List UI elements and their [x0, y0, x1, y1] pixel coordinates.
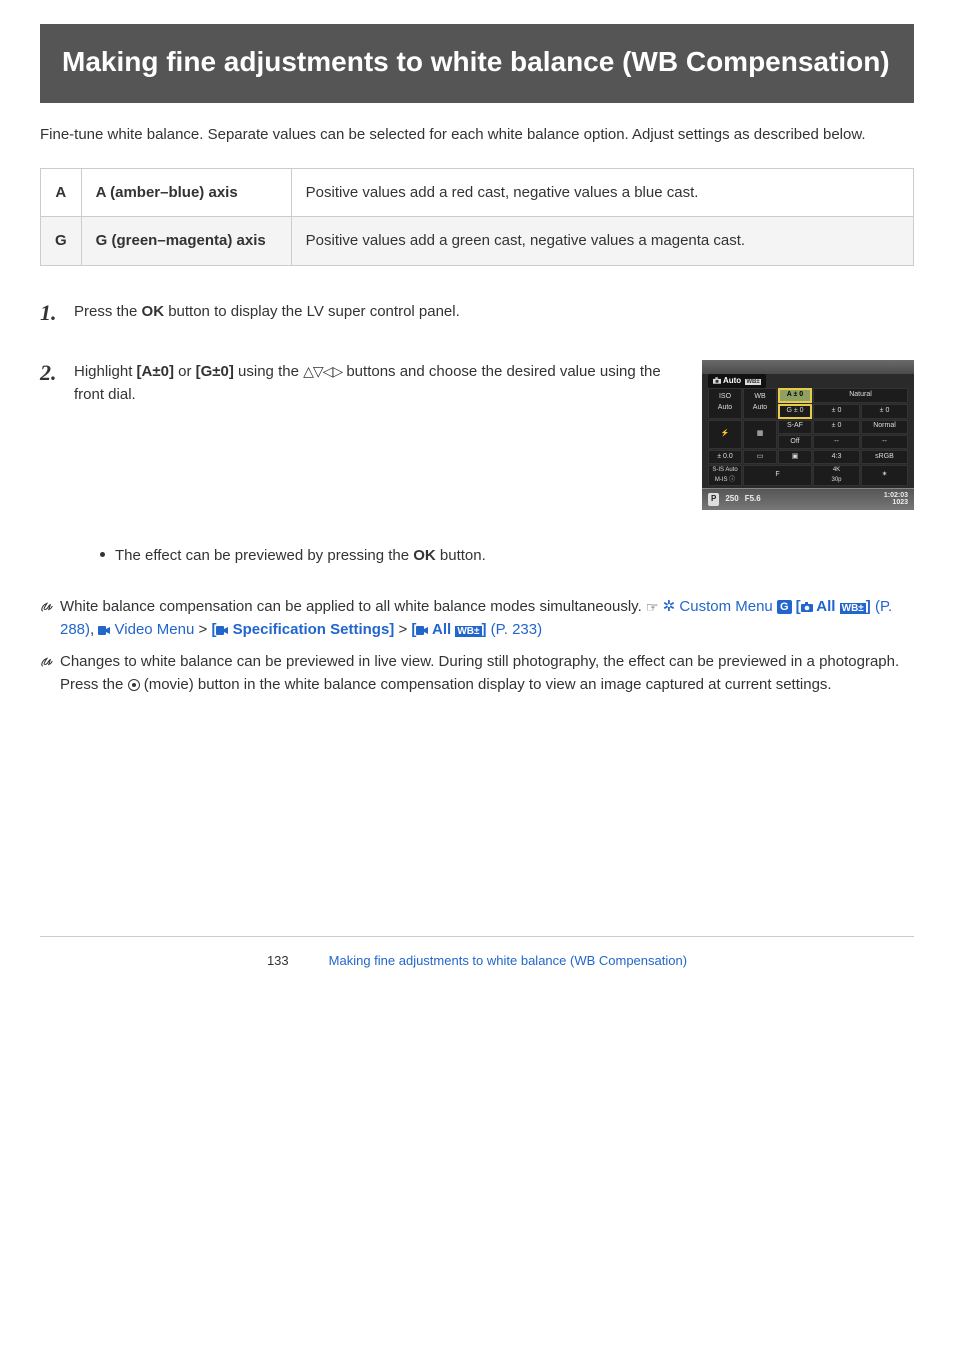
- ok-label: OK: [142, 303, 165, 320]
- footer-title: Making fine adjustments to white balance…: [329, 951, 687, 971]
- axis-letter: G: [41, 217, 82, 265]
- panel-cell-natural: Natural: [813, 388, 908, 403]
- sep: >: [194, 621, 211, 638]
- page-title: Making fine adjustments to white balance…: [62, 40, 892, 85]
- steps-list: 1. Press the OK button to display the LV…: [40, 300, 914, 568]
- menu-g-badge: G: [777, 600, 792, 614]
- sep: >: [394, 621, 411, 638]
- panel-cell: 4K 30p: [813, 465, 860, 486]
- g0-label: [G±0]: [196, 363, 234, 380]
- a0-label: [A±0]: [137, 363, 174, 380]
- panel-cell: F: [743, 465, 812, 486]
- lv-super-control-panel: Auto WB± ISO Auto WB Auto A ± 0 Natural …: [702, 360, 914, 510]
- table-row: G G (green–magenta) axis Positive values…: [41, 217, 914, 265]
- step-text: using the: [234, 363, 303, 380]
- panel-cell: ⚡: [708, 420, 742, 449]
- ok-label: OK: [413, 547, 436, 564]
- link-all-wb[interactable]: [ All WB±]: [792, 598, 871, 615]
- axis-letter: A: [41, 169, 82, 217]
- gear-icon: ✲: [663, 598, 676, 615]
- camera-panel-figure: Auto WB± ISO Auto WB Auto A ± 0 Natural …: [702, 360, 914, 510]
- panel-cell: ▦: [743, 420, 777, 449]
- page-number: 133: [267, 951, 289, 971]
- panel-cell: S-IS Auto M-IS ⓘ: [708, 465, 742, 486]
- page-title-bar: Making fine adjustments to white balance…: [40, 24, 914, 103]
- tips-section: White balance compensation can be applie…: [40, 595, 914, 696]
- bullet-text: button.: [436, 547, 486, 564]
- panel-cell: ✶: [861, 465, 908, 486]
- panel-cell: ▭: [743, 450, 777, 464]
- link-custom-menu[interactable]: Custom Menu: [679, 598, 777, 615]
- step-text: or: [174, 363, 196, 380]
- tip-1: White balance compensation can be applie…: [40, 595, 914, 642]
- tip-icon: [40, 652, 56, 675]
- axis-desc: Positive values add a red cast, negative…: [291, 169, 913, 217]
- tip-icon: [40, 597, 56, 620]
- panel-cell: ± 0.0: [708, 450, 742, 464]
- panel-cell-g0-highlight: G ± 0: [778, 404, 812, 419]
- step-number: 1.: [40, 300, 74, 326]
- tip-text: (movie) button in the white balance comp…: [140, 676, 832, 693]
- panel-cell: ± 0: [813, 420, 860, 434]
- step-text: Press the: [74, 303, 142, 320]
- mode-p: P: [708, 493, 719, 505]
- intro-text: Fine-tune white balance. Separate values…: [40, 123, 914, 146]
- step-text: button to display the LV super control p…: [164, 303, 460, 320]
- link-all-wb-video[interactable]: [ All WB±]: [411, 621, 486, 638]
- panel-cell: Normal: [861, 420, 908, 434]
- record-button-icon: [128, 679, 140, 691]
- aperture: F5.6: [745, 493, 761, 505]
- bullet-text: The effect can be previewed by pressing …: [115, 547, 413, 564]
- axis-name: G (green–magenta) axis: [81, 217, 291, 265]
- panel-cell-a0-highlight: A ± 0: [778, 388, 812, 403]
- link-spec-settings[interactable]: [ Specification Settings]: [211, 621, 394, 638]
- step-body: Press the OK button to display the LV su…: [74, 300, 914, 323]
- step-text: Highlight: [74, 363, 137, 380]
- panel-cell: ▣: [778, 450, 812, 464]
- panel-cell: Off: [778, 435, 812, 449]
- page-footer: 133 Making fine adjustments to white bal…: [40, 936, 914, 971]
- panel-bottom-bar: P 250 F5.6 1:02:031023: [702, 488, 914, 510]
- axis-desc: Positive values add a green cast, negati…: [291, 217, 913, 265]
- panel-cell: ± 0: [813, 404, 860, 419]
- page-ref: (P. 233): [487, 621, 543, 638]
- bullet-icon: [100, 552, 105, 557]
- step-1: 1. Press the OK button to display the LV…: [40, 300, 914, 326]
- axis-table: A A (amber–blue) axis Positive values ad…: [40, 168, 914, 266]
- step-2: 2. Highlight [A±0] or [G±0] using the △▽…: [40, 360, 914, 510]
- panel-cell: --: [861, 435, 908, 449]
- panel-cell-iso: ISO Auto: [708, 388, 742, 419]
- panel-header: Auto WB±: [708, 374, 766, 388]
- panel-cell: S-AF: [778, 420, 812, 434]
- pointer-icon: ☞: [646, 597, 659, 619]
- tip-2: Changes to white balance can be previewe…: [40, 650, 914, 697]
- panel-cell: ± 0: [861, 404, 908, 419]
- table-row: A A (amber–blue) axis Positive values ad…: [41, 169, 914, 217]
- panel-cell: sRGB: [861, 450, 908, 464]
- dpad-icon: △▽◁▷: [303, 363, 342, 379]
- tip-text: White balance compensation can be applie…: [60, 598, 646, 615]
- sub-bullet: The effect can be previewed by pressing …: [100, 544, 914, 567]
- axis-name: A (amber–blue) axis: [81, 169, 291, 217]
- panel-cell-wb: WB Auto: [743, 388, 777, 419]
- shutter: 250: [725, 493, 738, 505]
- panel-cell: --: [813, 435, 860, 449]
- step-number: 2.: [40, 360, 74, 386]
- link-video-menu[interactable]: Video Menu: [98, 621, 194, 638]
- step-body: Highlight [A±0] or [G±0] using the △▽◁▷ …: [74, 360, 914, 510]
- panel-cell: 4:3: [813, 450, 860, 464]
